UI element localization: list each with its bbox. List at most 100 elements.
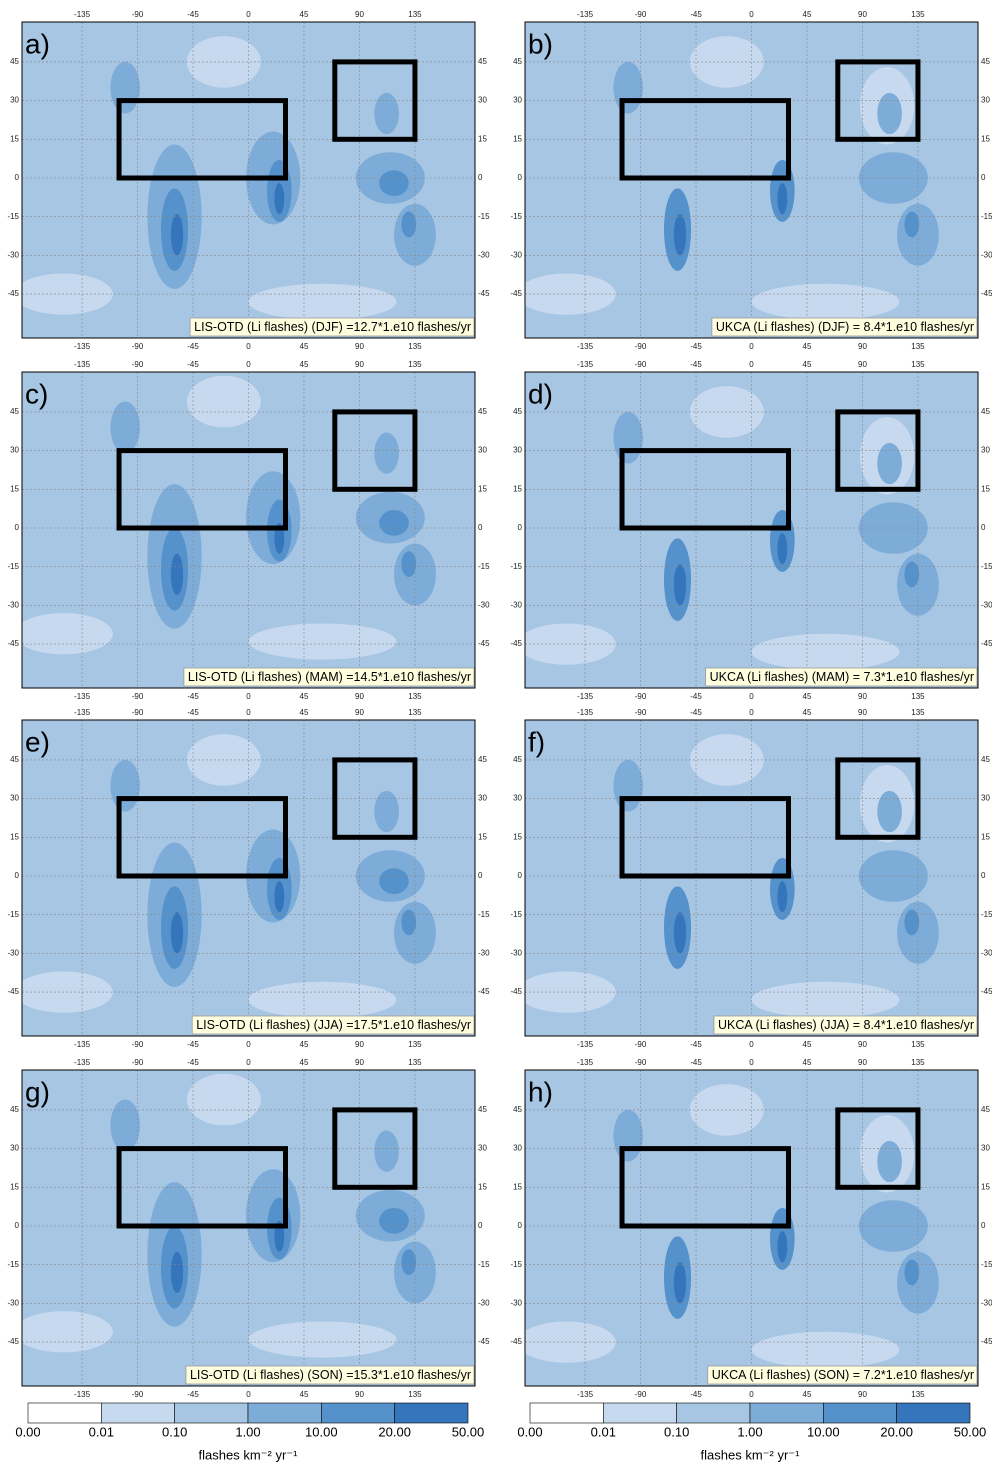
contour-area xyxy=(249,1321,397,1357)
lat-tick-label: 30 xyxy=(513,794,522,803)
lon-tick-label: 0 xyxy=(749,1058,754,1067)
colorbar-swatch xyxy=(603,1403,676,1423)
colorbar-tick-label: 1.00 xyxy=(235,1424,260,1439)
lon-tick-label: 135 xyxy=(911,360,925,369)
contour-area xyxy=(401,1249,416,1275)
lat-tick-label: 45 xyxy=(513,57,522,66)
lat-tick-label: -30 xyxy=(981,949,992,958)
lat-tick-label: -15 xyxy=(7,910,19,919)
lon-tick-label: 0 xyxy=(246,692,251,701)
contour-area xyxy=(379,1208,409,1234)
lon-tick-label: 90 xyxy=(355,1058,364,1067)
contour-area xyxy=(613,1110,643,1162)
lon-tick-label: -45 xyxy=(187,708,199,717)
contour-area xyxy=(401,551,416,577)
lat-tick-label: -30 xyxy=(478,1299,490,1308)
lon-tick-label: 90 xyxy=(858,10,867,19)
colorbar-swatch xyxy=(823,1403,896,1423)
caption: LIS-OTD (Li flashes) (DJF) =12.7*1.e10 f… xyxy=(194,320,471,334)
lat-tick-label: -45 xyxy=(478,289,490,298)
lon-tick-label: 0 xyxy=(749,360,754,369)
lat-tick-label: 45 xyxy=(10,407,19,416)
colorbar-label: flashes km⁻² yr⁻¹ xyxy=(701,1447,801,1462)
lat-tick-label: -30 xyxy=(510,949,522,958)
lat-tick-label: -45 xyxy=(981,289,992,298)
lat-tick-label: -45 xyxy=(981,987,992,996)
colorbar-swatch xyxy=(321,1403,394,1423)
lon-tick-label: -135 xyxy=(577,692,594,701)
caption: UKCA (Li flashes) (JJA) = 8.4*1.e10 flas… xyxy=(718,1018,974,1032)
lon-tick-label: -135 xyxy=(577,1040,594,1049)
lat-tick-label: -45 xyxy=(478,987,490,996)
lat-tick-label: 15 xyxy=(10,832,19,841)
lon-tick-label: 135 xyxy=(911,10,925,19)
lon-tick-label: -135 xyxy=(74,708,91,717)
lat-tick-label: -30 xyxy=(478,949,490,958)
lon-tick-label: -135 xyxy=(74,1040,91,1049)
lon-tick-label: -90 xyxy=(132,1058,144,1067)
lat-tick-label: -45 xyxy=(510,639,522,648)
lat-tick-label: -30 xyxy=(510,251,522,260)
contour-area xyxy=(613,412,643,464)
lat-tick-label: 45 xyxy=(981,1105,990,1114)
lon-tick-label: 45 xyxy=(300,1058,309,1067)
lat-tick-label: -45 xyxy=(981,1337,992,1346)
contour-area xyxy=(374,433,399,474)
lat-tick-label: 45 xyxy=(478,755,487,764)
contour-area xyxy=(171,1252,183,1293)
lat-tick-label: -45 xyxy=(7,639,19,648)
lat-tick-label: 0 xyxy=(981,173,986,182)
lon-tick-label: 135 xyxy=(408,342,422,351)
lat-tick-label: -45 xyxy=(510,289,522,298)
lat-tick-label: 0 xyxy=(518,173,523,182)
colorbar-swatch xyxy=(248,1403,321,1423)
lat-tick-label: -30 xyxy=(981,601,992,610)
lon-tick-label: -45 xyxy=(690,1040,702,1049)
lon-tick-label: 0 xyxy=(246,708,251,717)
lat-tick-label: -45 xyxy=(510,987,522,996)
lat-tick-label: 15 xyxy=(981,484,990,493)
lon-tick-label: 0 xyxy=(246,1040,251,1049)
lon-tick-label: 45 xyxy=(803,692,812,701)
lon-tick-label: -45 xyxy=(187,1040,199,1049)
lon-tick-label: 45 xyxy=(803,708,812,717)
lon-tick-label: 135 xyxy=(911,1058,925,1067)
lon-tick-label: 135 xyxy=(911,708,925,717)
lat-tick-label: -45 xyxy=(510,1337,522,1346)
contour-area xyxy=(674,912,686,953)
contour-area xyxy=(877,791,902,832)
contour-area xyxy=(274,183,284,214)
lat-tick-label: 15 xyxy=(981,134,990,143)
lon-tick-label: 0 xyxy=(749,342,754,351)
contour-area xyxy=(752,1332,900,1368)
lon-tick-label: -45 xyxy=(690,708,702,717)
lon-tick-label: -90 xyxy=(132,10,144,19)
lon-tick-label: -45 xyxy=(187,10,199,19)
panel-label: g) xyxy=(25,1076,50,1107)
lon-tick-label: -45 xyxy=(690,360,702,369)
lat-tick-label: -45 xyxy=(7,289,19,298)
contour-area xyxy=(379,868,409,894)
contour-area xyxy=(110,1100,140,1152)
lon-tick-label: 90 xyxy=(355,10,364,19)
lat-tick-label: -30 xyxy=(7,1299,19,1308)
lon-tick-label: 45 xyxy=(803,10,812,19)
lon-tick-label: -90 xyxy=(635,708,647,717)
lat-tick-label: -15 xyxy=(981,212,992,221)
lon-tick-label: 135 xyxy=(911,342,925,351)
lon-tick-label: 45 xyxy=(300,1040,309,1049)
colorbar-swatch xyxy=(101,1403,174,1423)
lat-tick-label: 0 xyxy=(15,523,20,532)
caption: LIS-OTD (Li flashes) (MAM) =14.5*1.e10 f… xyxy=(188,670,471,684)
lon-tick-label: -45 xyxy=(187,360,199,369)
lon-tick-label: 0 xyxy=(749,1390,754,1399)
lat-tick-label: 30 xyxy=(513,96,522,105)
lon-tick-label: 90 xyxy=(355,1040,364,1049)
contour-area xyxy=(877,443,902,484)
lon-tick-label: -135 xyxy=(74,692,91,701)
lat-tick-label: -30 xyxy=(7,251,19,260)
lon-tick-label: 45 xyxy=(803,360,812,369)
contour-area xyxy=(904,562,919,588)
lon-tick-label: 90 xyxy=(355,692,364,701)
